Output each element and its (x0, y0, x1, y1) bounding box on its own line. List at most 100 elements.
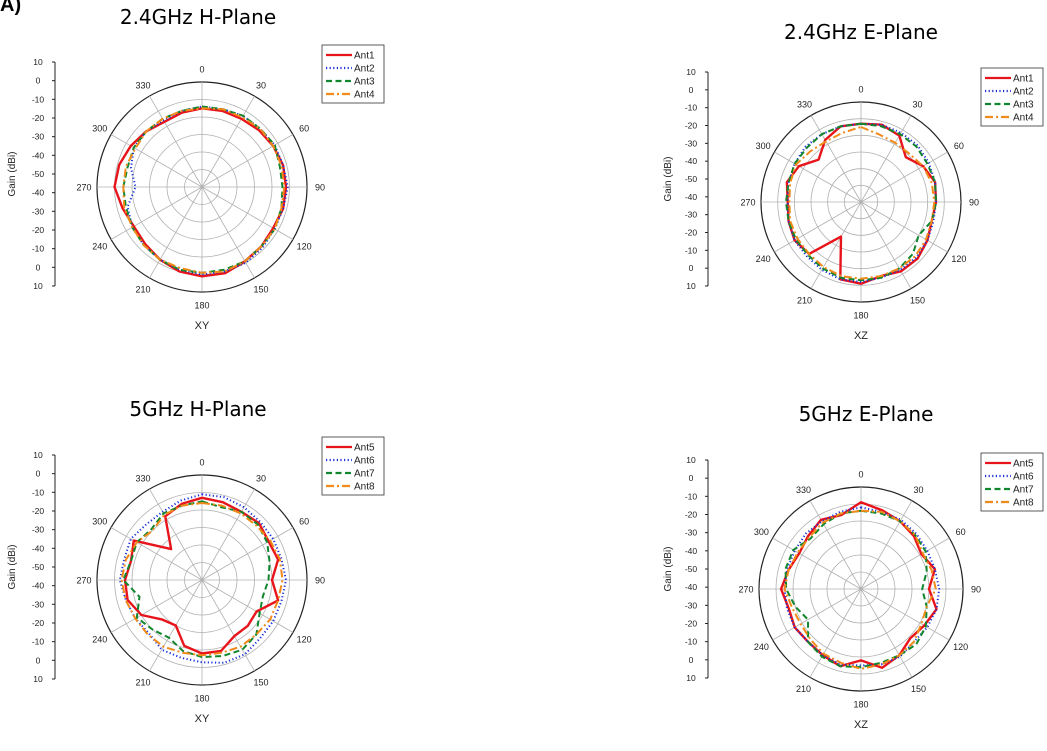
angle-tick-label: 270 (76, 183, 91, 193)
angle-tick-label: 120 (951, 254, 966, 264)
angle-tick-label: 150 (911, 684, 926, 694)
plane-axis-label: XY (195, 320, 210, 332)
legend-label: Ant8 (1013, 498, 1034, 509)
polar-grid-spoke (111, 135, 202, 188)
chart-5ghz-h-plane: 5GHz H-Plane 0 30 60 90 120 150 180 210 240 270 30… (0, 375, 523, 751)
angle-tick-label: 120 (297, 635, 312, 645)
angle-tick-label: 60 (954, 141, 964, 151)
gain-tick-label: -30 (685, 210, 698, 220)
plane-axis-label: XZ (854, 330, 868, 342)
legend: Ant1Ant2Ant3Ant4 (322, 45, 384, 103)
chart-2-4ghz-h-plane: 2.4GHz H-Plane 0 30 60 90 120 150 180 210 240 270… (0, 0, 523, 375)
angle-tick-label: 0 (858, 470, 863, 480)
plane-axis-label: XZ (854, 719, 868, 731)
legend: Ant5 Ant6 Ant7 Ant8 (981, 453, 1043, 511)
angle-tick-label: 210 (135, 285, 150, 295)
chart-2-4ghz-e-plane: 2.4GHz E-Plane 0 30 60 90 120 150 180 210 240 270… (523, 0, 1047, 375)
gain-tick-label: -50 (685, 174, 698, 184)
angle-tick-label: 300 (756, 141, 771, 151)
legend-label: Ant6 (354, 456, 375, 467)
gain-tick-label: 0 (689, 85, 694, 95)
angle-tick-label: 270 (738, 585, 753, 595)
polar-grid-spoke (202, 187, 255, 278)
gain-tick-label: 10 (33, 450, 43, 460)
angle-tick-label: 300 (92, 124, 107, 134)
gain-tick-label: -40 (685, 582, 698, 592)
gain-tick-label: 10 (33, 281, 43, 291)
angle-tick-label: 60 (956, 527, 966, 537)
gain-tick-label: -20 (685, 121, 698, 131)
angle-tick-label: 240 (756, 254, 771, 264)
gain-tick-label: -30 (685, 600, 698, 610)
angle-tick-label: 0 (199, 65, 204, 75)
gain-tick-label: -50 (685, 564, 698, 574)
angle-tick-label: 210 (797, 295, 812, 305)
gain-tick-label: -50 (32, 169, 45, 179)
gain-tick-label: -30 (32, 132, 45, 142)
polar-grid-spoke (202, 489, 255, 580)
gain-tick-label: -10 (32, 637, 45, 647)
gain-tick-label: 0 (689, 263, 694, 273)
polar-grid (761, 102, 961, 302)
gain-tick-label: -10 (685, 245, 698, 255)
legend-label: Ant3 (354, 77, 375, 88)
angle-tick-label: 270 (76, 576, 91, 586)
angle-tick-label: 240 (754, 642, 769, 652)
angle-tick-label: 0 (858, 85, 863, 95)
angle-tick-label: 180 (194, 301, 209, 311)
legend-label: Ant2 (354, 64, 375, 75)
polar-grid-spoke (202, 528, 293, 581)
legend-label: Ant5 (1013, 459, 1034, 470)
legend: Ant1 Ant2 Ant3 Ant4 (981, 68, 1043, 126)
polar-plot: 0 30 60 90 120 150 180 210 240 270 300 330 10 0 -10 -20… (0, 0, 523, 375)
gain-tick-label: 10 (686, 281, 696, 291)
gain-tick-label: -20 (685, 619, 698, 629)
gain-tick-label: -10 (685, 103, 698, 113)
angle-tick-label: 240 (92, 242, 107, 252)
legend-label: Ant1 (1013, 74, 1034, 85)
polar-grid-spoke (861, 589, 949, 640)
legend-label: Ant2 (1013, 87, 1034, 98)
gain-tick-label: -40 (685, 156, 698, 166)
angle-tick-label: 180 (853, 311, 868, 321)
angle-tick-label: 330 (135, 80, 150, 90)
angle-tick-label: 30 (912, 100, 922, 110)
gain-tick-label: -10 (685, 637, 698, 647)
gain-tick-label: 0 (689, 473, 694, 483)
gain-tick-label: -20 (32, 618, 45, 628)
gain-tick-label: -40 (32, 150, 45, 160)
angle-tick-label: 90 (315, 183, 325, 193)
angle-tick-label: 90 (971, 585, 981, 595)
polar-grid-spoke (111, 528, 202, 581)
legend-label: Ant4 (1013, 113, 1034, 124)
angle-tick-label: 30 (256, 473, 266, 483)
legend-label: Ant7 (354, 469, 375, 480)
gain-axis-label: Gain (dBi) (663, 156, 674, 201)
legend-label: Ant3 (1013, 100, 1034, 111)
polar-plot: 0 30 60 90 120 150 180 210 240 270 300 330 10 0 -10 -20… (0, 375, 523, 751)
angle-tick-label: 270 (740, 198, 755, 208)
gain-tick-label: -20 (32, 506, 45, 516)
gain-tick-label: -10 (32, 487, 45, 497)
gain-tick-label: -10 (685, 491, 698, 501)
legend-label: Ant5 (354, 443, 375, 454)
gain-tick-label: -30 (685, 138, 698, 148)
gain-tick-label: 0 (36, 469, 41, 479)
gain-tick-label: -50 (32, 562, 45, 572)
legend-label: Ant7 (1013, 485, 1034, 496)
angle-tick-label: 210 (796, 684, 811, 694)
gain-tick-label: 0 (36, 76, 41, 86)
gain-tick-label: -30 (32, 599, 45, 609)
polar-grid (97, 82, 307, 292)
angle-tick-label: 180 (194, 694, 209, 704)
angle-tick-label: 30 (913, 485, 923, 495)
gain-tick-label: 10 (686, 673, 696, 683)
polar-grid-spoke (150, 187, 203, 278)
angle-tick-label: 210 (135, 678, 150, 688)
gain-tick-label: 0 (689, 655, 694, 665)
polar-grid-spoke (861, 538, 949, 589)
angle-tick-label: 240 (92, 635, 107, 645)
gain-tick-label: -30 (32, 206, 45, 216)
angle-tick-label: 0 (199, 458, 204, 468)
